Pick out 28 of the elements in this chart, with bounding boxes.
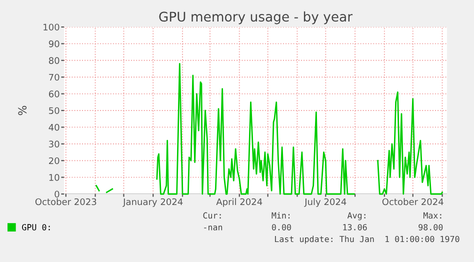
chart-title: GPU memory usage - by year [159, 11, 353, 24]
text: Min: [272, 212, 290, 218]
text: -nan [204, 226, 222, 230]
y-tick-label: 80 [48, 57, 60, 64]
y-tick-label: 70 [49, 74, 60, 81]
legend-label: GPU 0: [22, 224, 50, 230]
x-tick-label: October 2024 [382, 198, 444, 206]
x-tick-label: April 2024 [216, 198, 262, 207]
text: Cur: [203, 212, 221, 219]
y-tick-label: 100 [44, 24, 60, 31]
text: Last update: Thu Jan 1 01:00:00 1970 [275, 236, 460, 244]
x-tick-label: January 2024 [122, 198, 183, 207]
y-tick-label: 10 [49, 174, 60, 181]
text: Max: [423, 212, 442, 219]
y-tick-label: 50 [49, 107, 60, 114]
y-tick-label: 90 [48, 40, 60, 48]
x-tick-label: July 2024 [304, 198, 346, 207]
x-tick-label: October 2023 [35, 198, 96, 206]
text: Avg: [347, 212, 366, 220]
y-tick-label: 60 [48, 90, 60, 98]
y-tick-label: 30 [49, 140, 60, 148]
y-tick-label: 0 [54, 190, 60, 198]
y-tick-label: 20 [49, 157, 60, 164]
y-tick-label: 40 [48, 124, 60, 131]
y-axis-title: % [18, 106, 27, 116]
text: 13.06 [343, 224, 367, 230]
text: 98.00 [418, 224, 443, 230]
text: 0.00 [272, 224, 291, 230]
